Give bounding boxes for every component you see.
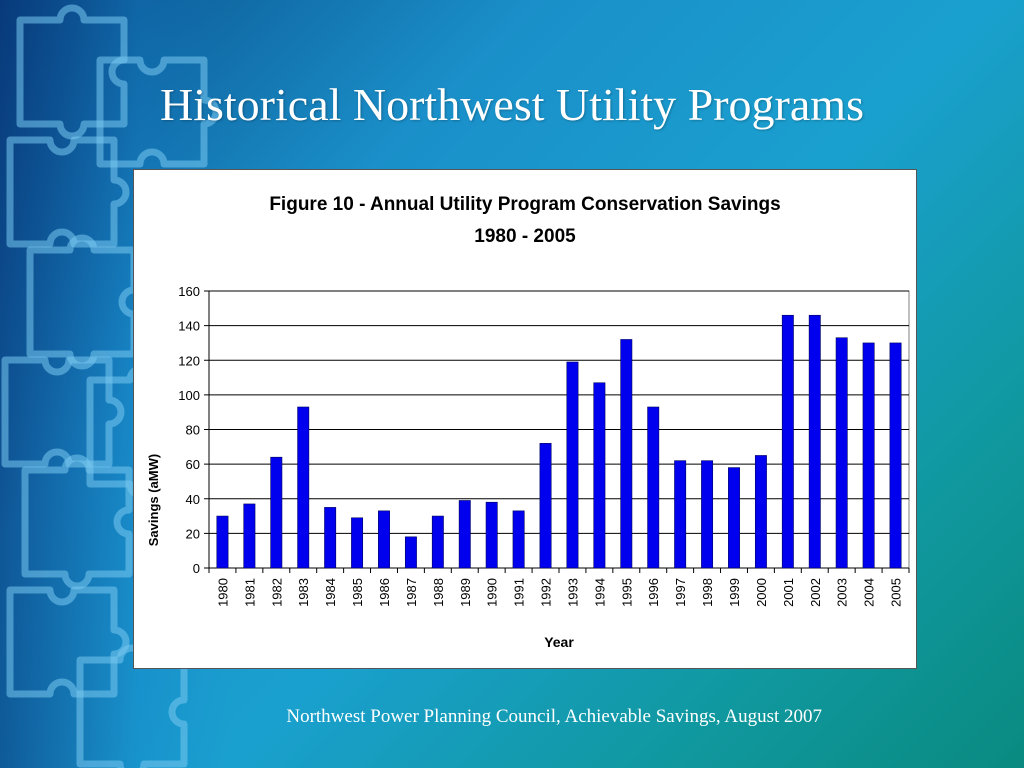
bar-chart: Figure 10 - Annual Utility Program Conse… [146, 194, 910, 650]
x-tick-label: 1984 [323, 578, 338, 607]
x-tick-label: 2005 [889, 578, 904, 607]
footer-credit-wrap: Northwest Power Planning Council, Achiev… [0, 706, 1002, 728]
x-tick-label: 2004 [862, 578, 877, 607]
x-tick-label: 1991 [512, 578, 527, 607]
y-tick-label: 60 [186, 457, 200, 472]
x-tick-label: 2000 [754, 578, 769, 607]
bar-2004 [862, 342, 875, 569]
bar-1999 [728, 467, 740, 569]
bar-1994 [593, 382, 606, 569]
plot-area: 0 20 40 60 80 100 120 140 160 1980 1981 1982 1983 198… [178, 284, 910, 607]
y-tick-label: 80 [186, 423, 200, 438]
x-tick-label: 1981 [242, 578, 257, 607]
bar-2003 [835, 337, 848, 569]
bar-2005 [889, 342, 902, 569]
bar-1982 [270, 456, 283, 569]
bar-1987 [404, 536, 417, 569]
chart-title: Figure 10 - Annual Utility Program Conse… [269, 194, 780, 215]
bar-2001 [781, 314, 794, 569]
x-tick-label: 1982 [269, 578, 284, 607]
x-tick-label: 2002 [808, 578, 823, 607]
bar-2000 [754, 455, 767, 569]
footer-credit: Northwest Power Planning Council, Achiev… [286, 706, 822, 727]
x-tick-label: 2003 [835, 578, 850, 607]
y-tick-label: 100 [178, 388, 200, 403]
x-tick-label: 1996 [646, 578, 661, 607]
x-tick-label: 1983 [296, 578, 311, 607]
y-tick-label: 40 [186, 492, 200, 507]
x-tick-label: 1992 [539, 578, 554, 607]
x-tick-label: 1986 [377, 578, 392, 607]
bar-1981 [243, 503, 256, 569]
bar-1986 [378, 510, 390, 569]
chart-panel: Figure 10 - Annual Utility Program Conse… [133, 169, 917, 669]
y-tick-label: 0 [193, 561, 200, 576]
bar-1984 [324, 507, 337, 569]
x-tick-label: 2001 [781, 578, 796, 607]
bar-1997 [674, 460, 687, 569]
x-tick-label: 1989 [458, 578, 473, 607]
bar-1992 [539, 443, 552, 569]
bar-1983 [297, 406, 310, 569]
x-tick-label: 1997 [673, 578, 688, 607]
bar-1985 [351, 517, 364, 569]
x-tick-label: 1999 [727, 578, 742, 607]
x-tick-label: 1987 [404, 578, 419, 607]
x-tick-label: 1995 [619, 578, 634, 607]
bar-1996 [647, 406, 660, 569]
x-axis-label: Year [544, 634, 574, 650]
slide-title: Historical Northwest Utility Programs [160, 79, 864, 130]
bar-1991 [512, 510, 525, 569]
y-axis-label: Savings (aMW) [146, 454, 161, 546]
bar-2002 [808, 314, 821, 569]
x-tick-label: 1998 [700, 578, 715, 607]
bar-1998 [701, 460, 714, 569]
y-tick-label: 140 [178, 319, 200, 334]
chart-subtitle: 1980 - 2005 [474, 226, 576, 247]
y-tick-label: 120 [178, 353, 200, 368]
x-tick-label: 1993 [565, 578, 580, 607]
bar-1993 [566, 361, 579, 569]
bar-1990 [485, 501, 498, 569]
bar-1989 [458, 500, 471, 569]
x-tick-label: 1994 [592, 578, 607, 607]
bar-1988 [431, 515, 444, 569]
x-tick-label: 1990 [485, 578, 500, 607]
x-tick-label: 1988 [431, 578, 446, 607]
x-tick-label: 1985 [350, 578, 365, 607]
y-tick-label: 160 [178, 284, 200, 299]
bar-1980 [216, 515, 229, 569]
bar-1995 [620, 339, 633, 569]
x-tick-label: 1980 [215, 578, 230, 607]
y-tick-label: 20 [186, 526, 200, 541]
